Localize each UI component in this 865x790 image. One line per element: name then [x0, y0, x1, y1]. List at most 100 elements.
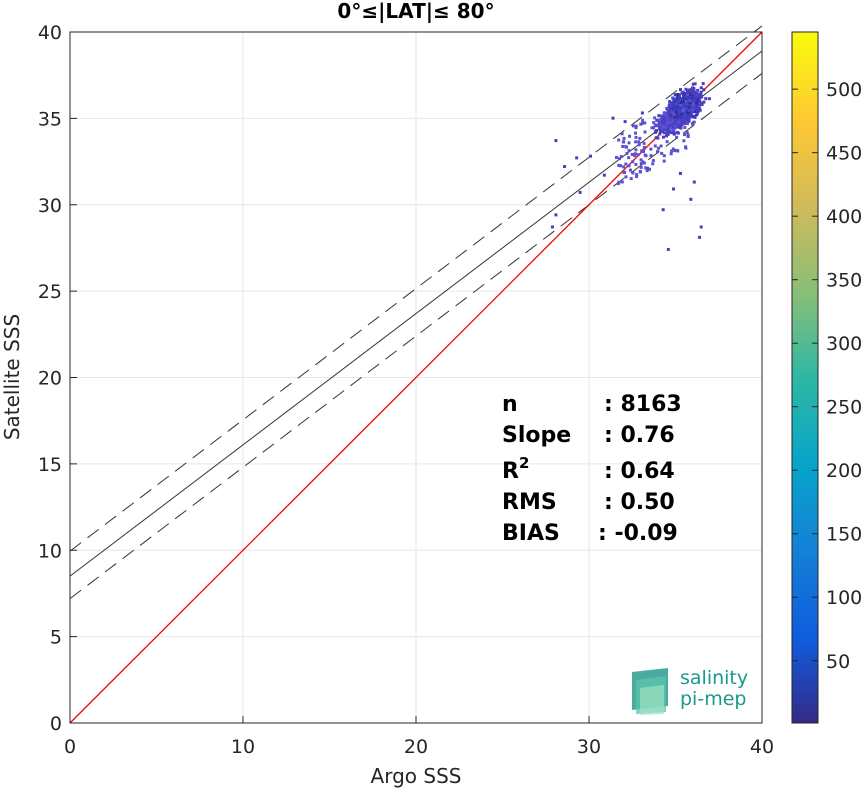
- sparse-point: [660, 126, 664, 130]
- stat-label: RMS: [502, 490, 557, 515]
- sparse-point: [684, 146, 688, 150]
- sparse-point: [614, 155, 618, 159]
- sparse-point: [639, 162, 643, 166]
- density-cell: [690, 88, 694, 92]
- stat-value: : -0.09: [598, 521, 678, 546]
- sparse-point: [637, 140, 641, 144]
- density-cell: [680, 112, 684, 116]
- sparse-point: [620, 132, 624, 136]
- sparse-point: [619, 155, 623, 159]
- density-cell: [693, 114, 697, 118]
- sparse-point: [679, 104, 683, 108]
- density-cell: [671, 109, 675, 113]
- sparse-point: [685, 130, 689, 134]
- density-cell: [658, 124, 662, 128]
- sparse-point: [664, 114, 668, 118]
- statistics-box: n: 8163 Slope: 0.76 R2: 0.64 RMS: 0.50 BIAS:…: [502, 392, 682, 546]
- sparse-point: [665, 140, 669, 144]
- sparse-point: [659, 114, 663, 118]
- sparse-point: [627, 141, 631, 145]
- density-cell: [696, 96, 700, 100]
- density-cell: [676, 125, 680, 129]
- density-cell: [685, 104, 689, 108]
- sparse-point: [643, 153, 647, 157]
- x-tick-label: 0: [64, 736, 76, 758]
- colorbar-tick-label: 200: [826, 460, 862, 482]
- density-cell: [689, 89, 693, 93]
- sparse-point: [691, 108, 695, 112]
- density-cell: [698, 94, 702, 98]
- density-cell: [655, 118, 659, 122]
- density-cell: [702, 100, 706, 104]
- density-cell: [668, 105, 672, 109]
- density-cell: [670, 122, 674, 126]
- density-cell: [699, 86, 703, 90]
- density-cell: [671, 96, 675, 100]
- sparse-point: [627, 164, 631, 168]
- density-cell: [684, 87, 688, 91]
- sparse-point: [659, 144, 663, 148]
- density-cell: [664, 122, 668, 126]
- sparse-point: [682, 133, 686, 137]
- density-cell: [677, 110, 681, 114]
- sparse-point: [638, 136, 642, 140]
- density-cell: [686, 110, 690, 114]
- density-cell: [680, 91, 684, 95]
- density-cell: [654, 129, 658, 133]
- density-cell: [667, 128, 671, 132]
- density-cell: [677, 94, 681, 98]
- density-cell: [674, 98, 678, 102]
- density-cell: [691, 82, 695, 86]
- sparse-point: [651, 162, 655, 166]
- density-cell: [697, 106, 701, 110]
- outlier-point: [554, 139, 558, 143]
- density-cell: [666, 131, 670, 135]
- sparse-point: [653, 116, 657, 120]
- colorbar: [791, 31, 819, 724]
- density-cell: [681, 114, 685, 118]
- reference-lines: [69, 25, 763, 724]
- sparse-point: [625, 145, 629, 149]
- density-cell: [693, 82, 697, 86]
- sparse-point: [666, 116, 670, 120]
- density-cell: [667, 117, 671, 121]
- density-cell: [685, 102, 689, 106]
- density-cell: [680, 100, 684, 104]
- density-cell: [670, 116, 674, 120]
- density-cell: [679, 115, 683, 119]
- sparse-point: [668, 126, 672, 130]
- sparse-point: [619, 164, 623, 168]
- colorbar-tick-label: 350: [826, 270, 862, 292]
- density-cell: [677, 113, 681, 117]
- outlier-point: [672, 187, 676, 191]
- y-tick-label: 0: [50, 713, 62, 735]
- density-cell: [682, 93, 686, 97]
- sparse-point: [682, 139, 686, 143]
- density-cell: [666, 111, 670, 115]
- sparse-point: [631, 124, 635, 128]
- sparse-point: [621, 140, 625, 144]
- sparse-point: [662, 124, 666, 128]
- sparse-point: [670, 149, 674, 153]
- colorbar-tick-label: 400: [826, 206, 862, 228]
- density-cell: [684, 114, 688, 118]
- sparse-point: [636, 153, 640, 157]
- density-cell: [696, 88, 700, 92]
- outlier-point: [699, 225, 703, 229]
- sparse-point: [662, 159, 666, 163]
- density-cell: [704, 97, 708, 101]
- sparse-point: [639, 165, 643, 169]
- sparse-point: [658, 123, 662, 127]
- density-cell: [697, 109, 701, 113]
- sparse-point: [634, 140, 638, 144]
- colorbar-tick-label: 500: [826, 79, 862, 101]
- y-tick-label: 15: [38, 454, 62, 476]
- density-cell: [679, 97, 683, 101]
- sparse-point: [622, 170, 626, 174]
- sparse-point: [645, 169, 649, 173]
- sparse-point: [686, 135, 690, 139]
- sparse-point: [651, 159, 655, 163]
- density-cell: [702, 88, 706, 92]
- sparse-point: [628, 168, 632, 172]
- sparse-point: [627, 156, 631, 160]
